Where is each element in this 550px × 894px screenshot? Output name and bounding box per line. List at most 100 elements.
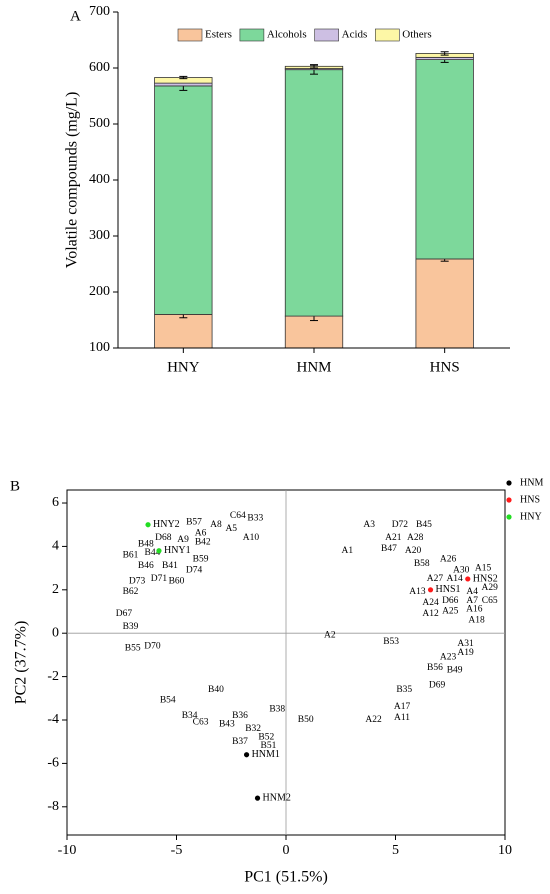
score-label: HNY1 [164, 545, 191, 556]
y-tick-label: -8 [47, 799, 59, 814]
x-tick-label: HNM [296, 359, 331, 375]
loading-label: B40 [208, 685, 224, 695]
loading-label: A31 [457, 639, 474, 649]
legend-label: Acids [342, 29, 368, 41]
loading-label: D69 [429, 680, 446, 690]
loading-label: B61 [123, 550, 139, 560]
error-bar [440, 51, 449, 56]
loading-label: B51 [261, 741, 277, 751]
y-axis-label: PC2 (37.7%) [13, 621, 30, 705]
loading-label: B49 [447, 665, 463, 675]
legend-label: HNY [520, 511, 542, 522]
loading-label: B37 [232, 737, 248, 747]
score-point [254, 795, 261, 801]
loading-label: A18 [468, 615, 485, 625]
bar-segment [154, 85, 213, 315]
loading-label: A26 [440, 555, 457, 565]
loading-label: A16 [466, 605, 483, 615]
loading-label: A25 [442, 607, 459, 617]
loading-label: A20 [405, 546, 422, 556]
loading-label: A12 [422, 609, 439, 619]
loading-label: A21 [385, 533, 402, 543]
loading-label: A24 [422, 598, 439, 608]
loading-label: A9 [177, 535, 189, 545]
legend-label: Others [402, 29, 431, 41]
loading-label: A6 [195, 529, 207, 539]
loading-label: A28 [407, 533, 424, 543]
loading-label: B45 [416, 520, 432, 530]
x-tick-label: HNS [430, 359, 460, 375]
loading-label: D74 [186, 565, 203, 575]
y-tick-label: 4 [52, 539, 59, 554]
score-label: HNM1 [252, 749, 280, 760]
y-tick-label: 400 [89, 172, 110, 187]
legend-swatch [239, 28, 265, 42]
y-tick-label: -4 [47, 712, 59, 727]
loading-label: A10 [243, 533, 260, 543]
loading-label: B34 [182, 711, 198, 721]
x-tick-label: -5 [171, 843, 183, 858]
y-tick-label: -2 [47, 669, 59, 684]
loading-label: B62 [123, 587, 139, 597]
x-tick-label: 0 [283, 843, 290, 858]
y-tick-label: 2 [52, 582, 59, 597]
loading-label: A23 [440, 652, 457, 662]
score-point [145, 522, 151, 528]
y-tick-label: 500 [89, 116, 110, 131]
loading-label: B39 [123, 622, 139, 632]
loading-label: B36 [232, 711, 248, 721]
loading-label: A13 [409, 587, 426, 597]
loading-label: A19 [457, 648, 474, 658]
loading-label: A5 [225, 524, 237, 534]
loading-label: A4 [466, 587, 478, 597]
y-tick-label: 0 [52, 625, 59, 640]
loading-label: B57 [186, 518, 202, 528]
loading-label: D70 [144, 641, 161, 651]
loading-label: D73 [129, 576, 146, 586]
legend-label: HNS [520, 494, 540, 505]
bar-segment [415, 258, 474, 349]
y-tick-label: -6 [47, 756, 59, 771]
loading-label: C63 [193, 717, 209, 727]
loading-label: A17 [394, 702, 411, 712]
loading-label: D66 [442, 596, 459, 606]
y-axis-label: Volatile compounds (mg/L) [64, 92, 81, 269]
loading-label: B38 [269, 704, 285, 714]
loading-label: B52 [258, 733, 274, 743]
loading-label: A3 [363, 520, 375, 530]
loading-label: B58 [414, 559, 430, 569]
legend-swatch [177, 28, 203, 42]
loading-label: D67 [116, 609, 133, 619]
loading-label: A11 [394, 713, 410, 723]
legend-marker [506, 514, 512, 520]
y-tick-label: 200 [89, 284, 110, 299]
y-tick-label: 600 [89, 60, 110, 75]
loading-label: A7 [466, 596, 478, 606]
score-label: HNY2 [153, 519, 180, 530]
loading-label: A2 [324, 631, 336, 641]
loading-label: A30 [453, 565, 470, 575]
x-tick-label: HNY [167, 359, 200, 375]
legend-marker [506, 480, 512, 486]
bar-segment [415, 59, 474, 260]
legend-label: Alcohols [267, 29, 307, 41]
legend-marker [506, 497, 512, 503]
loading-label: B41 [162, 561, 178, 571]
legend-label: Esters [205, 29, 232, 41]
legend: Esters Alcohols Acids Others [177, 28, 432, 42]
loading-label: A22 [365, 715, 382, 725]
score-label: HNS1 [436, 584, 461, 595]
loading-label: B60 [169, 576, 185, 586]
loading-label: B53 [383, 637, 399, 647]
loading-label: B47 [381, 544, 397, 554]
score-point [243, 752, 250, 758]
loading-label: A15 [475, 563, 492, 573]
loading-label: A1 [342, 546, 354, 556]
loading-label: B32 [245, 724, 261, 734]
loading-label: B42 [195, 537, 211, 547]
loading-label: D72 [392, 520, 409, 530]
x-tick-label: 5 [392, 843, 399, 858]
score-label: HNM2 [263, 792, 291, 803]
loading-label: B56 [427, 663, 443, 673]
